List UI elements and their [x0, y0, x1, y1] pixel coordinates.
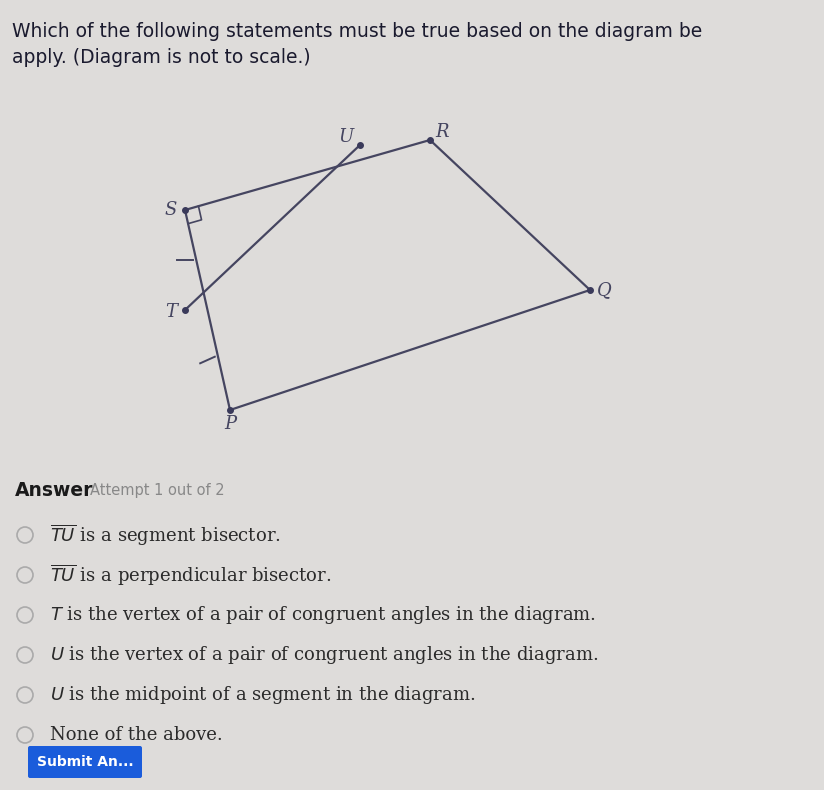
- Text: $\overline{TU}$ is a segment bisector.: $\overline{TU}$ is a segment bisector.: [50, 522, 281, 547]
- Text: $U$ is the midpoint of a segment in the diagram.: $U$ is the midpoint of a segment in the …: [50, 684, 475, 706]
- Text: $T$ is the vertex of a pair of congruent angles in the diagram.: $T$ is the vertex of a pair of congruent…: [50, 604, 596, 626]
- Text: None of the above.: None of the above.: [50, 726, 222, 744]
- Text: $\overline{TU}$ is a perpendicular bisector.: $\overline{TU}$ is a perpendicular bisec…: [50, 562, 331, 588]
- Text: T: T: [165, 303, 177, 321]
- Text: S: S: [165, 201, 177, 219]
- Text: $U$ is the vertex of a pair of congruent angles in the diagram.: $U$ is the vertex of a pair of congruent…: [50, 644, 598, 666]
- Text: Answer: Answer: [15, 480, 93, 499]
- Text: Q: Q: [597, 281, 611, 299]
- Text: Submit An...: Submit An...: [37, 755, 133, 769]
- Text: P: P: [224, 415, 236, 433]
- Text: R: R: [435, 123, 449, 141]
- Text: U: U: [339, 128, 353, 146]
- Text: Attempt 1 out of 2: Attempt 1 out of 2: [90, 483, 225, 498]
- FancyBboxPatch shape: [28, 746, 142, 778]
- Text: apply. (Diagram is not to scale.): apply. (Diagram is not to scale.): [12, 48, 311, 67]
- Text: Which of the following statements must be true based on the diagram be: Which of the following statements must b…: [12, 22, 702, 41]
